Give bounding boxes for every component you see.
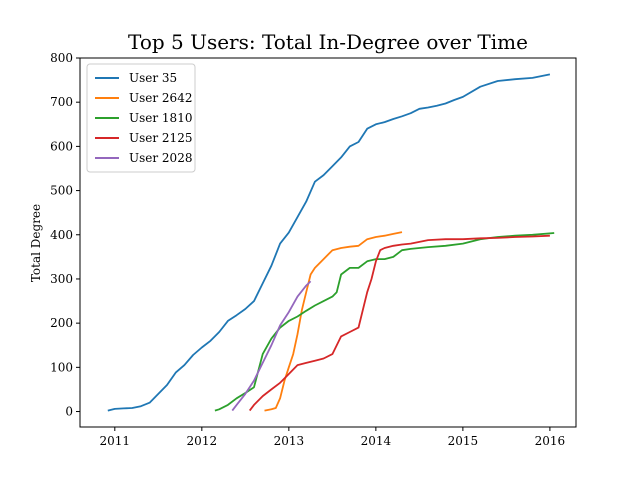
y-tick-label: 100 — [50, 360, 73, 374]
legend-label: User 2028 — [129, 151, 192, 165]
legend: User 35 User 2642 User 1810 User 2125 User 2… — [86, 63, 196, 173]
y-tick-label: 800 — [50, 51, 73, 65]
series-line-user-35 — [107, 73, 551, 412]
legend-label: User 35 — [129, 71, 177, 85]
x-tick-label: 2016 — [535, 434, 566, 448]
y-tick-label: 0 — [65, 405, 73, 419]
y-tick-label: 400 — [50, 228, 73, 242]
series-layer — [107, 73, 555, 412]
legend-label: User 1810 — [129, 111, 192, 125]
plot-frame — [79, 57, 577, 428]
y-tick-label: 700 — [50, 95, 73, 109]
x-tick-label: 2014 — [361, 434, 392, 448]
series-line-user-2028 — [231, 280, 312, 412]
x-tick-label: 2012 — [187, 434, 218, 448]
series-line-user-2642 — [264, 231, 403, 412]
axis-layer: 2011 2012 2013 2014 2015 2016 0 100 200 300 400 500… — [50, 51, 565, 448]
y-tick-label: 300 — [50, 272, 73, 286]
chart-title: Top 5 Users: Total In-Degree over Time — [128, 30, 528, 54]
legend-box — [86, 63, 196, 173]
x-tick-label: 2011 — [100, 434, 131, 448]
series-line-user-2125 — [248, 234, 550, 412]
legend-label: User 2642 — [129, 91, 192, 105]
legend-label: User 2125 — [129, 131, 192, 145]
y-axis-title: Total Degree — [29, 204, 43, 282]
x-tick-label: 2015 — [448, 434, 479, 448]
y-tick-label: 500 — [50, 184, 73, 198]
x-tick-label: 2013 — [274, 434, 305, 448]
y-tick-label: 600 — [50, 139, 73, 153]
y-tick-label: 200 — [50, 316, 73, 330]
